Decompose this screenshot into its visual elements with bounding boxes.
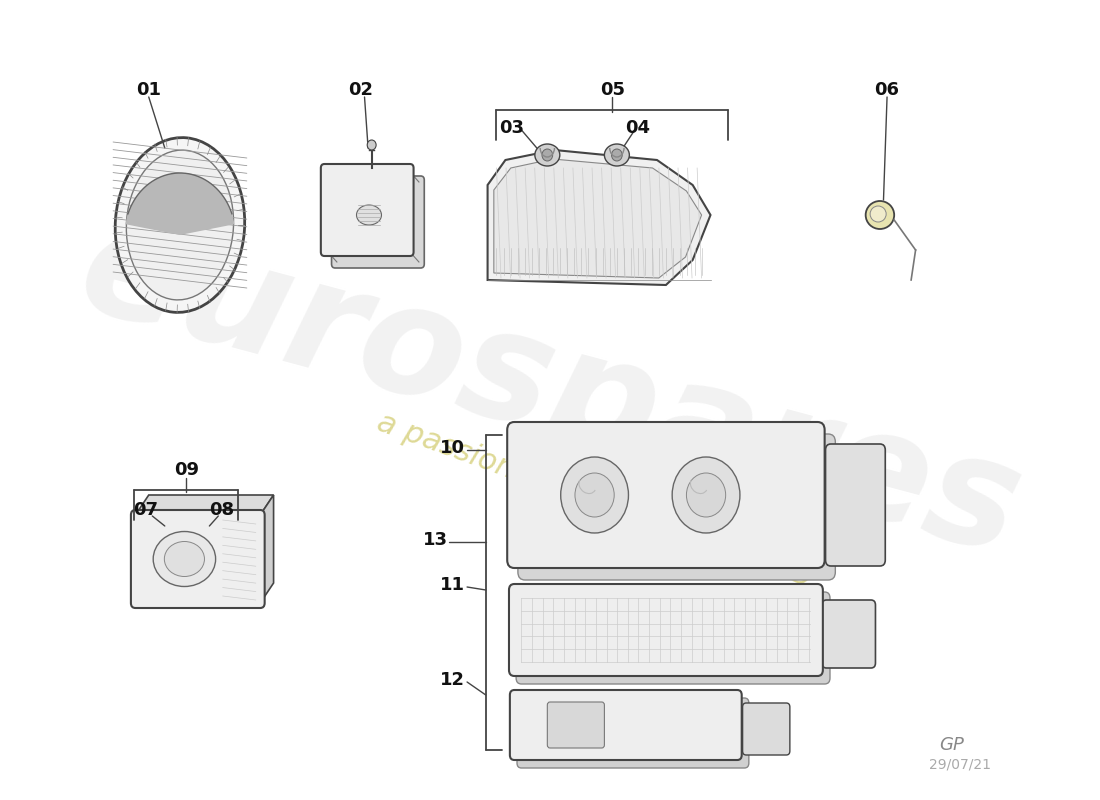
Text: a passion for parts since 1985: a passion for parts since 1985 <box>373 407 816 593</box>
FancyBboxPatch shape <box>510 690 741 760</box>
FancyBboxPatch shape <box>518 434 835 580</box>
FancyBboxPatch shape <box>742 703 790 755</box>
Circle shape <box>686 473 726 517</box>
Circle shape <box>575 473 614 517</box>
Ellipse shape <box>126 150 233 300</box>
Text: 08: 08 <box>209 501 234 519</box>
Ellipse shape <box>604 144 629 166</box>
FancyBboxPatch shape <box>516 592 830 684</box>
Polygon shape <box>487 150 711 285</box>
Text: GP: GP <box>938 736 964 754</box>
Text: 11: 11 <box>440 576 465 594</box>
Ellipse shape <box>866 201 894 229</box>
FancyBboxPatch shape <box>825 444 886 566</box>
FancyBboxPatch shape <box>321 164 414 256</box>
Circle shape <box>672 457 740 533</box>
Text: 07: 07 <box>133 501 158 519</box>
Text: 04: 04 <box>625 119 650 137</box>
Text: 10: 10 <box>440 439 465 457</box>
Text: 06: 06 <box>874 81 900 99</box>
Text: eurospares: eurospares <box>64 193 1036 587</box>
Ellipse shape <box>116 138 244 312</box>
Text: 02: 02 <box>349 81 374 99</box>
Circle shape <box>561 457 628 533</box>
FancyBboxPatch shape <box>517 698 749 768</box>
Polygon shape <box>261 495 274 603</box>
Text: 01: 01 <box>136 81 162 99</box>
FancyBboxPatch shape <box>131 510 265 608</box>
FancyBboxPatch shape <box>548 702 604 748</box>
Text: 12: 12 <box>440 671 465 689</box>
FancyBboxPatch shape <box>331 176 425 268</box>
Ellipse shape <box>870 206 887 222</box>
Polygon shape <box>135 495 274 515</box>
Text: 05: 05 <box>600 81 625 99</box>
FancyBboxPatch shape <box>507 422 825 568</box>
Ellipse shape <box>356 205 382 225</box>
Ellipse shape <box>535 144 560 166</box>
Circle shape <box>542 149 552 161</box>
Wedge shape <box>125 173 234 235</box>
Text: 29/07/21: 29/07/21 <box>930 758 991 772</box>
Circle shape <box>367 140 376 150</box>
Text: 03: 03 <box>499 119 525 137</box>
FancyBboxPatch shape <box>822 600 876 668</box>
Polygon shape <box>494 159 702 278</box>
Ellipse shape <box>164 542 205 577</box>
FancyBboxPatch shape <box>509 584 823 676</box>
Circle shape <box>612 149 623 161</box>
Ellipse shape <box>153 531 216 586</box>
Text: 09: 09 <box>174 461 199 479</box>
Text: 13: 13 <box>422 531 448 549</box>
